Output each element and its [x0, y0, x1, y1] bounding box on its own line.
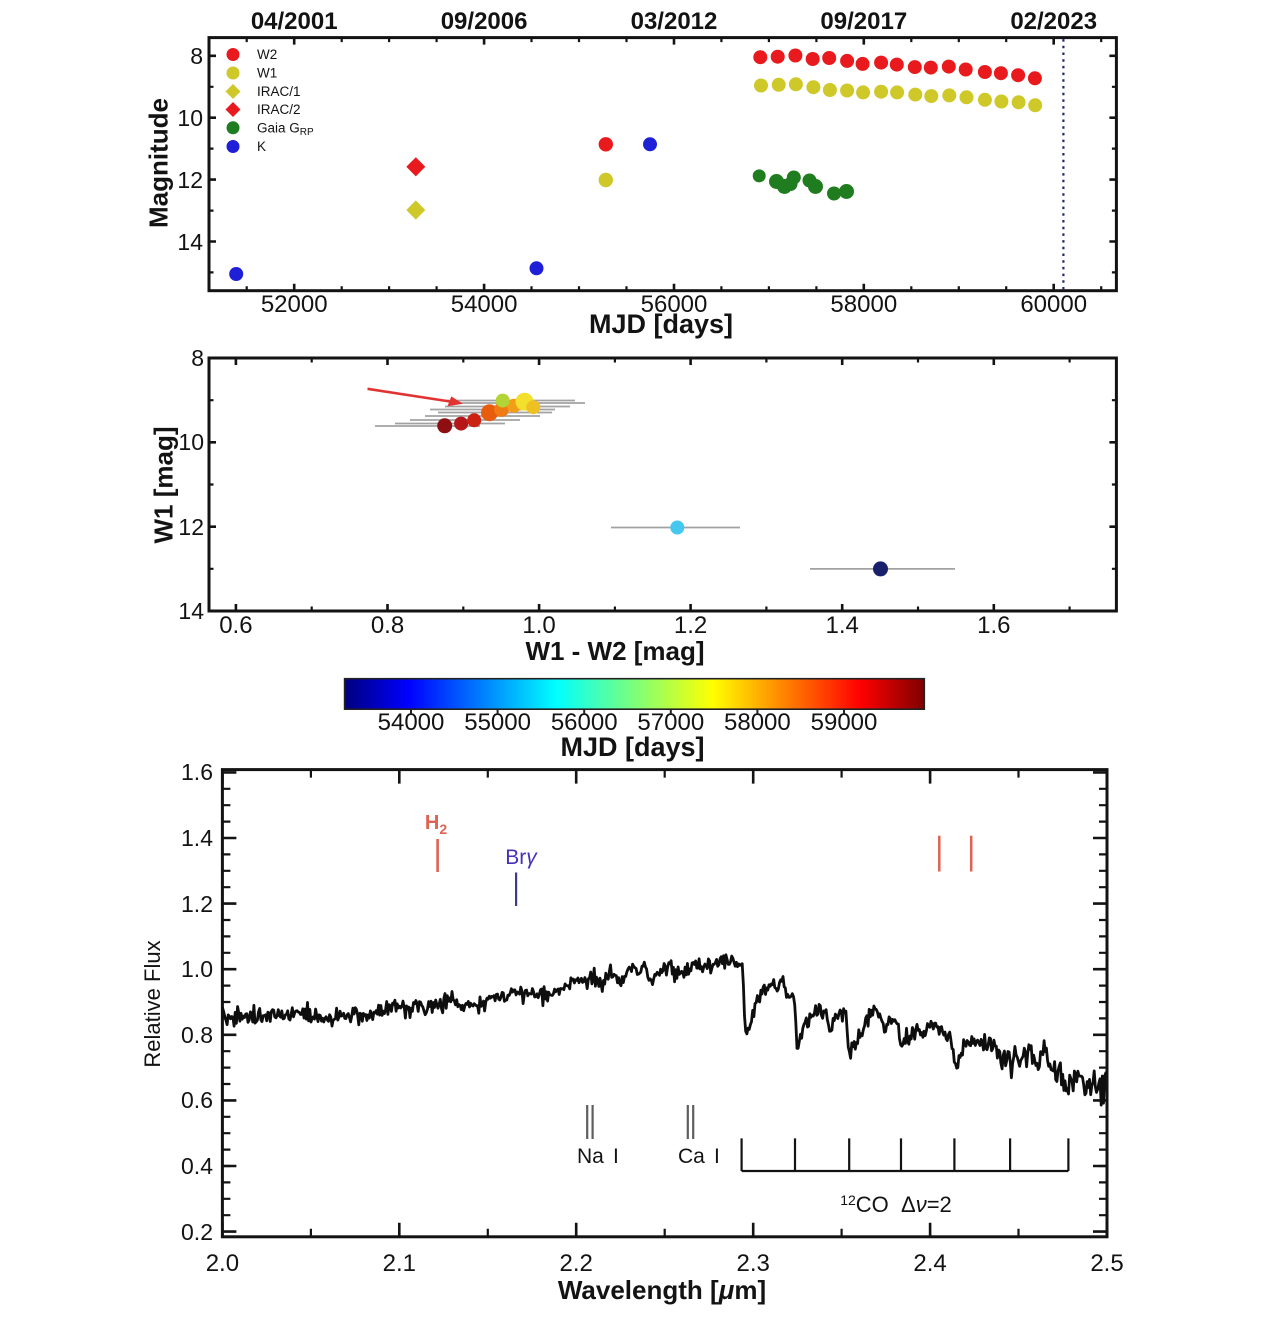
- svg-text:Na: Na: [577, 1145, 604, 1168]
- svg-text:56000: 56000: [641, 291, 708, 318]
- svg-text:1.6: 1.6: [181, 759, 213, 785]
- svg-text:W1 - W2 [mag]: W1 - W2 [mag]: [525, 636, 704, 666]
- svg-text:54000: 54000: [451, 291, 518, 318]
- svg-text:Magnitude: Magnitude: [144, 98, 174, 228]
- svg-text:0.6: 0.6: [181, 1087, 213, 1113]
- svg-text:09/2006: 09/2006: [441, 8, 528, 35]
- svg-text:12: 12: [178, 514, 204, 540]
- svg-text:W1: W1: [257, 66, 277, 81]
- svg-text:58000: 58000: [830, 291, 897, 318]
- svg-text:1.0: 1.0: [522, 612, 555, 639]
- svg-text:14: 14: [178, 598, 204, 624]
- svg-text:W2: W2: [257, 47, 277, 62]
- svg-text:Brγ: Brγ: [505, 846, 538, 869]
- svg-text:02/2023: 02/2023: [1010, 8, 1097, 35]
- svg-text:1.2: 1.2: [181, 891, 213, 917]
- svg-text:09/2017: 09/2017: [820, 8, 907, 35]
- svg-text:8: 8: [190, 43, 203, 69]
- svg-text:I: I: [714, 1145, 720, 1168]
- svg-text:14: 14: [177, 229, 203, 255]
- svg-text:Wavelength [μm]: Wavelength [μm]: [558, 1275, 766, 1305]
- svg-text:IRAC/1: IRAC/1: [257, 84, 301, 99]
- svg-text:60000: 60000: [1020, 291, 1087, 318]
- svg-text:8: 8: [191, 345, 204, 371]
- svg-text:MJD [days]: MJD [days]: [560, 732, 704, 762]
- svg-text:Relative Flux: Relative Flux: [140, 940, 165, 1067]
- svg-text:1.0: 1.0: [181, 956, 213, 982]
- svg-text:10: 10: [178, 429, 204, 455]
- svg-text:1.4: 1.4: [826, 612, 859, 639]
- svg-text:04/2001: 04/2001: [251, 8, 338, 35]
- svg-text:1.4: 1.4: [181, 825, 213, 851]
- svg-text:0.8: 0.8: [371, 612, 404, 639]
- svg-text:2.3: 2.3: [737, 1250, 770, 1277]
- svg-text:MJD [days]: MJD [days]: [589, 309, 733, 339]
- svg-text:W1 [mag]: W1 [mag]: [149, 427, 179, 544]
- svg-text:2.1: 2.1: [383, 1250, 416, 1277]
- svg-text:0.8: 0.8: [181, 1022, 213, 1048]
- svg-text:0.4: 0.4: [181, 1153, 213, 1179]
- svg-text:2.0: 2.0: [206, 1250, 239, 1277]
- svg-text:2.5: 2.5: [1090, 1250, 1123, 1277]
- svg-text:Gaia GRP: Gaia GRP: [257, 120, 314, 138]
- svg-text:12: 12: [177, 167, 203, 193]
- svg-text:0.6: 0.6: [219, 612, 252, 639]
- svg-text:IRAC/2: IRAC/2: [257, 102, 301, 117]
- svg-text:52000: 52000: [261, 291, 328, 318]
- svg-text:03/2012: 03/2012: [631, 8, 718, 35]
- svg-text:1.6: 1.6: [977, 612, 1010, 639]
- svg-text:I: I: [613, 1145, 619, 1168]
- svg-text:10: 10: [177, 105, 203, 131]
- svg-text:Ca: Ca: [678, 1145, 705, 1168]
- svg-text:1.2: 1.2: [674, 612, 707, 639]
- svg-text:K: K: [257, 139, 266, 154]
- svg-text:12CO Δν=2: 12CO Δν=2: [840, 1192, 952, 1217]
- svg-text:2.4: 2.4: [913, 1250, 946, 1277]
- svg-text:2.2: 2.2: [560, 1250, 593, 1277]
- svg-text:0.2: 0.2: [181, 1219, 213, 1245]
